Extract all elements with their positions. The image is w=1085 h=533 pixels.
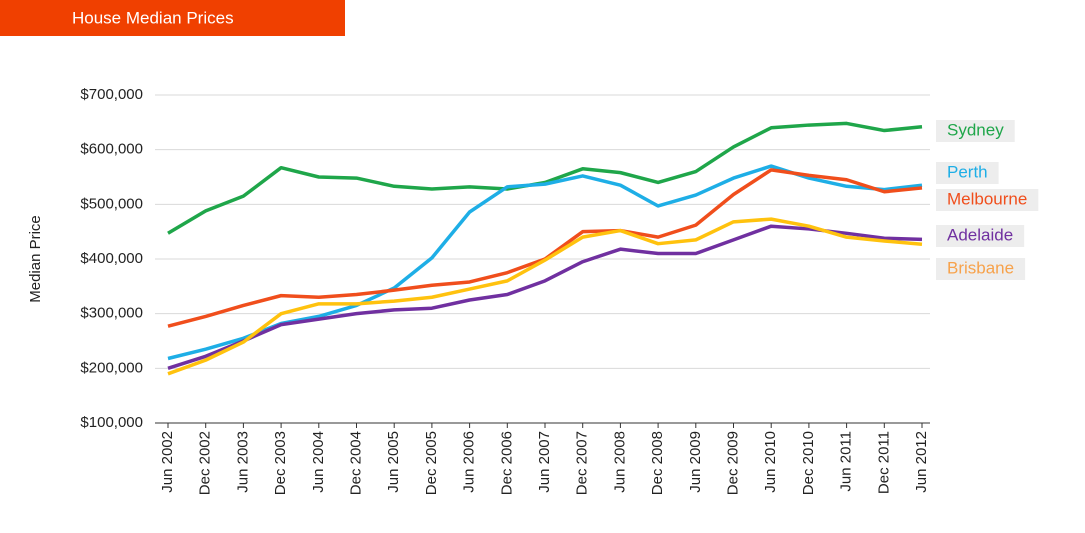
y-tick-label: $200,000 [80,359,143,376]
x-tick-label: Dec 2004 [347,431,364,495]
y-axis-label: Median Price [27,215,44,303]
x-tick-label: Dec 2007 [574,431,591,495]
x-tick-label: Jun 2011 [838,431,855,492]
title-banner [0,0,345,36]
x-tick-label: Jun 2008 [611,431,628,493]
x-tick-label: Jun 2005 [385,431,402,493]
y-tick-label: $500,000 [80,195,143,212]
y-tick-label: $600,000 [80,141,143,158]
x-tick-label: Jun 2006 [461,431,478,493]
x-tick-label: Dec 2010 [800,431,817,495]
x-tick-label: Jun 2009 [687,431,704,493]
legend-label-bg [936,189,1039,211]
x-tick-label: Jun 2012 [913,431,930,493]
legend-label-bg [936,162,999,184]
x-tick-label: Dec 2008 [649,431,666,495]
x-tick-label: Jun 2007 [536,431,553,493]
x-tick-label: Jun 2003 [234,431,251,493]
legend-label: Perth [947,162,988,181]
x-tick-label: Dec 2003 [272,431,289,495]
x-tick-label: Dec 2006 [498,431,515,495]
y-tick-label: $300,000 [80,305,143,322]
legend-label-bg [936,120,1015,142]
legend-label: Adelaide [947,225,1013,244]
x-tick-label: Jun 2002 [159,431,176,493]
legend-label: Melbourne [947,189,1027,208]
legend-label-bg [936,225,1025,247]
x-tick-label: Jun 2004 [310,431,327,493]
legend-label: Sydney [947,120,1004,139]
x-tick-label: Dec 2009 [724,431,741,495]
y-tick-label: $700,000 [80,86,143,103]
x-tick-label: Jun 2010 [762,431,779,493]
series-line [167,217,923,376]
y-tick-label: $100,000 [80,414,143,431]
series-line [167,168,923,328]
y-tick-label: $400,000 [80,250,143,267]
series-line [167,224,923,371]
legend-label-bg [936,258,1026,280]
series-line [167,164,923,361]
legend-label: Brisbane [947,258,1014,277]
x-tick-label: Dec 2002 [197,431,214,495]
chart-title: House Median Prices [72,8,234,27]
x-tick-label: Dec 2005 [423,431,440,495]
x-tick-label: Dec 2011 [875,431,892,494]
